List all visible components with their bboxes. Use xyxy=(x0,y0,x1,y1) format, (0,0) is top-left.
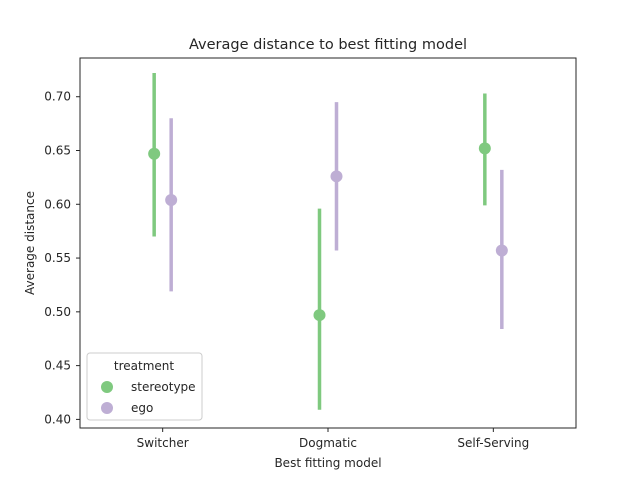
legend-label-stereotype: stereotype xyxy=(131,380,196,394)
y-tick-label: 0.60 xyxy=(44,197,71,211)
x-axis-ticks: Switcher Dogmatic Self-Serving xyxy=(137,428,529,450)
x-tick-label: Dogmatic xyxy=(299,436,357,450)
legend-box xyxy=(86,352,203,421)
chart-title: Average distance to best fitting model xyxy=(189,37,467,53)
y-axis-label: Average distance xyxy=(23,191,37,295)
y-axis-ticks: 0.40 0.45 0.50 0.55 0.60 0.65 0.70 xyxy=(44,90,80,426)
legend-label-ego: ego xyxy=(131,401,153,415)
y-tick-label: 0.55 xyxy=(44,251,71,265)
x-axis-label: Best fitting model xyxy=(274,456,381,470)
point-ego-switcher xyxy=(165,193,178,206)
y-tick-label: 0.45 xyxy=(44,359,71,373)
legend: treatment stereotype ego xyxy=(86,352,203,421)
point-ego-self-serving xyxy=(495,244,508,257)
legend-title: treatment xyxy=(114,359,174,373)
x-tick-label: Self-Serving xyxy=(457,436,529,450)
legend-marker-ego xyxy=(101,402,113,414)
x-tick-label: Switcher xyxy=(137,436,189,450)
y-tick-label: 0.50 xyxy=(44,305,71,319)
chart-marks xyxy=(148,73,508,410)
legend-marker-stereotype xyxy=(101,381,113,393)
point-stereotype-switcher xyxy=(148,147,161,160)
y-tick-label: 0.65 xyxy=(44,144,71,158)
point-ego-dogmatic xyxy=(330,170,343,183)
y-tick-label: 0.70 xyxy=(44,90,71,104)
point-stereotype-self-serving xyxy=(478,142,491,155)
y-tick-label: 0.40 xyxy=(44,412,71,426)
point-stereotype-dogmatic xyxy=(313,309,326,322)
